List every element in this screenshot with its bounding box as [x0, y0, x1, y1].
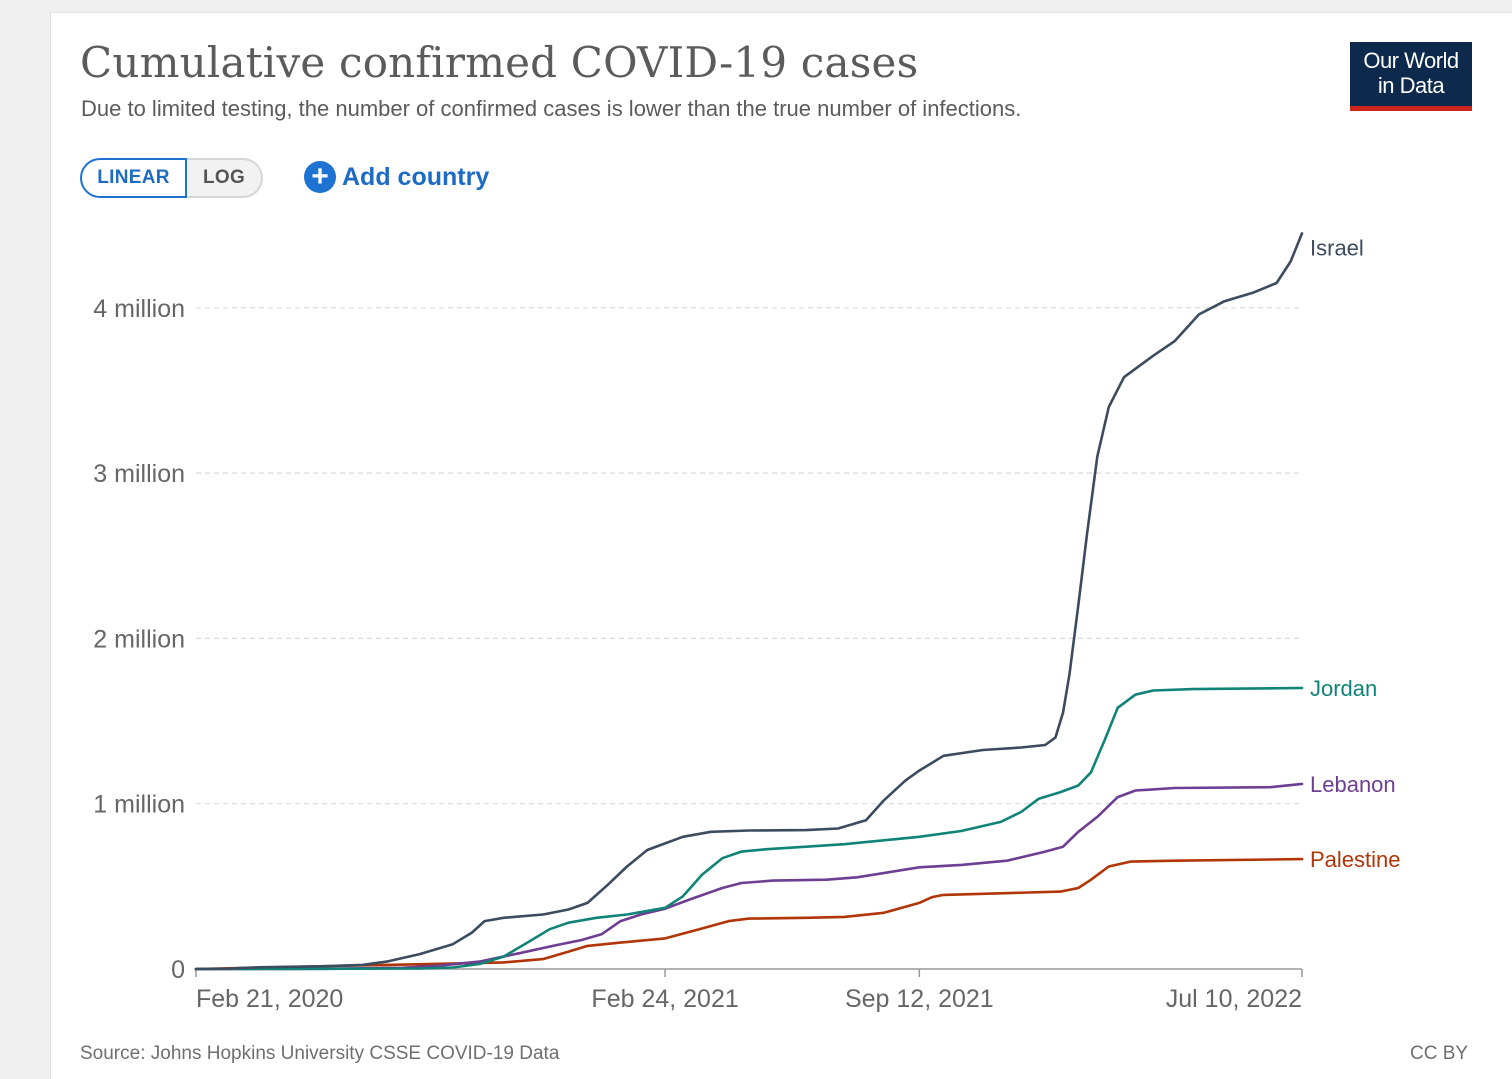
- chart-title: Cumulative confirmed COVID-19 cases: [80, 38, 919, 87]
- y-tick-label-0: 0: [171, 956, 185, 984]
- y-tick-label-3: 3 million: [93, 460, 185, 488]
- series-label-palestine: Palestine: [1310, 847, 1401, 872]
- add-country-button[interactable]: + Add country: [304, 160, 489, 194]
- series-label-lebanon: Lebanon: [1310, 772, 1396, 797]
- license-link[interactable]: CC BY: [1410, 1043, 1469, 1064]
- log-scale-button[interactable]: LOG: [187, 158, 263, 198]
- series-label-israel: Israel: [1310, 235, 1364, 260]
- linear-scale-button[interactable]: LINEAR: [80, 158, 187, 198]
- scale-toggle: LINEAR LOG: [80, 158, 263, 198]
- source-note[interactable]: Source: Johns Hopkins University CSSE CO…: [80, 1043, 560, 1064]
- y-tick-label-1: 1 million: [93, 791, 185, 819]
- x-tick-label-0: Feb 21, 2020: [196, 985, 343, 1013]
- x-tick-label-1: Feb 24, 2021: [591, 985, 738, 1013]
- x-tick-label-2: Sep 12, 2021: [845, 985, 994, 1013]
- chart-card: [50, 12, 1512, 1079]
- add-country-label: Add country: [342, 162, 490, 191]
- series-line-palestine: [194, 857, 1304, 971]
- chart-subtitle: Due to limited testing, the number of co…: [81, 96, 1022, 121]
- logo-line-2: in Data: [1377, 73, 1445, 98]
- series-label-jordan: Jordan: [1310, 676, 1377, 701]
- x-tick-label-3: Jul 10, 2022: [1166, 985, 1302, 1013]
- logo-line-1: Our World: [1363, 48, 1459, 73]
- series-line-israel: [194, 232, 1304, 971]
- series-line-jordan: [194, 686, 1304, 971]
- owid-logo[interactable]: Our World in Data: [1350, 42, 1472, 111]
- y-tick-label-2: 2 million: [93, 625, 185, 653]
- plus-circle-icon: +: [304, 161, 336, 193]
- series-line-lebanon: [194, 782, 1304, 971]
- y-tick-label-4: 4 million: [93, 295, 185, 323]
